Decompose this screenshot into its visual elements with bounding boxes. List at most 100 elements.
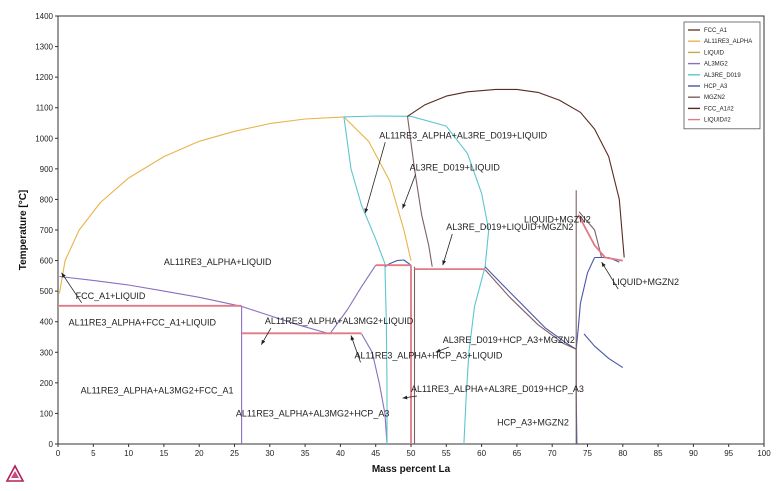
curve-liquid-2-5: [577, 214, 623, 262]
x-tick-label: 45: [371, 449, 380, 458]
curve-al3re-d019-3: [463, 266, 486, 445]
label-arrow: [364, 142, 386, 214]
x-tick-label: 5: [91, 449, 96, 458]
curve-al3mg2-2: [329, 264, 377, 335]
curve-al3mg2-0: [59, 275, 242, 307]
region-label: AL11RE3_ALPHA+AL3MG2+LIQUID: [265, 316, 414, 326]
x-axis-title: Mass percent La: [372, 464, 451, 475]
y-tick-label: 500: [40, 287, 54, 296]
x-tick-label: 100: [757, 449, 771, 458]
region-label: AL11RE3_ALPHA+AL3RE_D019+HCP_A3: [411, 384, 584, 394]
curve-al3mg2-3: [361, 333, 388, 445]
legend-entry: AL11RE3_ALPHA: [704, 39, 752, 45]
curve-mgzn2-4: [578, 211, 603, 258]
x-tick-label: 95: [724, 449, 733, 458]
curve-al3re-d019-2: [410, 115, 490, 267]
y-tick-label: 100: [40, 409, 54, 418]
region-label: AL11RE3_ALPHA+AL3RE_D019+LIQUID: [379, 130, 547, 140]
x-tick-label: 35: [301, 449, 310, 458]
region-label: AL3RE_D019+LIQUID+MGZN2: [446, 222, 573, 232]
legend-entry: LIQUID: [704, 50, 725, 56]
curve-hcp-a3-4: [583, 333, 624, 369]
x-tick-label: 25: [230, 449, 239, 458]
legend-entry: FCC_A1#2: [704, 106, 734, 112]
y-tick-label: 400: [40, 318, 54, 327]
label-arrow: [442, 233, 453, 266]
legend: FCC_A1 AL11RE3_ALPHA LIQUID AL3MG2 AL3RE_D01…: [683, 21, 761, 130]
region-labels: AL11RE3_ALPHA+AL3RE_D019+LIQUID AL3RE_D01…: [61, 130, 679, 428]
region-label: AL11RE3_ALPHA+HCP_A3+LIQUID: [355, 350, 503, 360]
label-arrowhead: [402, 203, 406, 209]
y-tick-label: 300: [40, 348, 54, 357]
curve-fcc-a1-2-0: [407, 88, 625, 258]
x-tick-label: 70: [548, 449, 557, 458]
region-label: LIQUID+MGZN2: [612, 277, 679, 287]
region-label: FCC_A1+LIQUID: [76, 291, 146, 301]
region-label: LIQUID+MGZN2: [524, 214, 591, 224]
x-tick-label: 0: [56, 449, 61, 458]
curve-hcp-a3-1: [484, 266, 577, 350]
region-label: AL11RE3_ALPHA+FCC_A1+LIQUID: [69, 318, 217, 328]
legend-entry: MGZN2: [704, 95, 726, 101]
region-label: AL11RE3_ALPHA+AL3MG2+FCC_A1: [81, 386, 234, 396]
x-tick-label: 30: [265, 449, 274, 458]
phase-boundaries: [58, 88, 625, 445]
curve-mgzn2-2: [484, 269, 577, 350]
x-tick-label: 90: [689, 449, 698, 458]
region-label: AL3RE_D019+LIQUID: [410, 162, 501, 172]
legend-entry: AL3RE_D019: [704, 73, 741, 79]
label-arrowhead: [364, 208, 369, 214]
label-arrowhead: [402, 395, 408, 400]
y-tick-label: 200: [40, 379, 54, 388]
label-arrowhead: [261, 339, 266, 345]
y-tick-label: 900: [40, 165, 54, 174]
region-label: AL11RE3_ALPHA+AL3MG2+HCP_A3: [236, 408, 389, 418]
legend-entry: HCP_A3: [704, 84, 728, 90]
label-arrow: [61, 272, 82, 304]
y-tick-label: 800: [40, 195, 54, 204]
y-axis-title: Temperature [°C]: [18, 190, 29, 271]
legend-entry: AL3MG2: [704, 62, 728, 68]
curve-mgzn2-0: [406, 116, 433, 267]
curve-al3re-d019-0: [343, 116, 386, 264]
curve-al11re3-alpha-0: [58, 116, 344, 294]
x-tick-label: 15: [159, 449, 168, 458]
legend-entry: LIQUID#2: [704, 118, 731, 124]
x-tick-label: 85: [654, 449, 663, 458]
x-tick-label: 10: [124, 449, 133, 458]
label-arrowhead: [601, 262, 606, 267]
logo-outer-triangle: [5, 464, 25, 482]
y-tick-label: 700: [40, 226, 54, 235]
x-tick-label: 50: [407, 449, 416, 458]
y-tick-label: 0: [49, 440, 54, 449]
label-arrowhead: [61, 272, 66, 278]
x-tick-label: 20: [195, 449, 204, 458]
x-tick-label: 55: [442, 449, 451, 458]
label-arrow: [350, 335, 361, 363]
y-tick-label: 1200: [35, 73, 53, 82]
y-axis-ticks: 0 100 200 300 400 500 600 700 800 900 1000 1100 1200…: [35, 12, 58, 449]
x-tick-label: 80: [618, 449, 627, 458]
label-arrow: [402, 174, 416, 209]
curve-al3re-d019-1: [384, 263, 388, 444]
x-tick-label: 65: [512, 449, 521, 458]
region-label: AL3RE_D019+HCP_A3+MGZN2: [443, 335, 575, 345]
label-arrow: [601, 261, 619, 290]
x-axis-ticks: 0 5 10 15 20 25 30 35 40 45 50 55 60 65 70 75 80 85 90 95 10…: [56, 444, 771, 458]
label-arrowhead: [442, 260, 446, 266]
y-tick-label: 1000: [35, 134, 53, 143]
x-tick-label: 60: [477, 449, 486, 458]
region-label: AL11RE3_ALPHA+LIQUID: [164, 257, 272, 267]
x-tick-label: 75: [583, 449, 592, 458]
y-tick-label: 1300: [35, 43, 53, 52]
y-tick-label: 1400: [35, 12, 53, 21]
y-tick-label: 1100: [36, 104, 54, 113]
x-tick-label: 40: [336, 449, 345, 458]
curve-al11re3-alpha-1: [343, 116, 412, 261]
curve-hcp-a3-2: [575, 257, 596, 350]
thermo-calc-logo: [5, 464, 25, 482]
logo-inner-triangle: [11, 471, 19, 478]
y-tick-label: 600: [40, 257, 54, 266]
legend-entry: FCC_A1: [704, 28, 728, 34]
